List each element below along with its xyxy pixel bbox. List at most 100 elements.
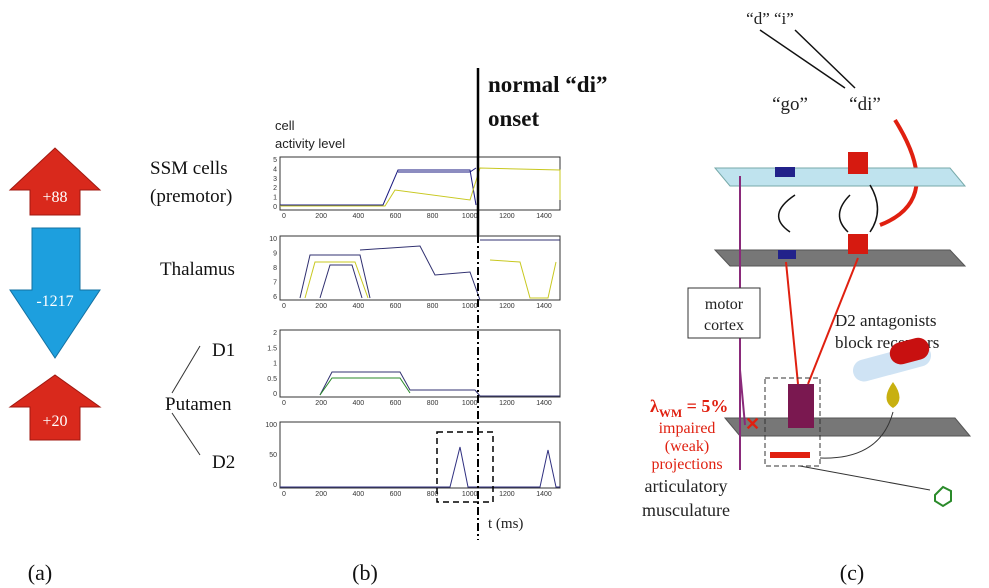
trace [280, 446, 560, 488]
caption: (c) [840, 560, 864, 585]
x-tick-label: 1200 [499, 303, 515, 310]
go-label: “go” [772, 94, 808, 115]
panel-b: 050100140012001000800600400200000.511.52… [150, 68, 607, 540]
input-label: “d” “i” [746, 9, 794, 28]
arrow [759, 29, 846, 89]
y-tick-label: 0 [273, 482, 277, 489]
x-tick-label: 800 [427, 491, 439, 498]
block-mark: ✕ [745, 414, 760, 434]
x-tick-label: 800 [427, 213, 439, 220]
panel-a: +88 -1217 +20 [8, 147, 102, 441]
x-tick-label: 0 [282, 491, 286, 498]
di-label: “di” [849, 94, 881, 115]
caption: (a) [28, 560, 52, 585]
lambda-value: = 5% [682, 396, 728, 416]
y-tick-label: 10 [269, 236, 277, 243]
row-label: D2 [212, 452, 235, 473]
lambda: λWM = 5% [650, 396, 728, 420]
axis-title: activity level [275, 136, 345, 151]
trace [299, 239, 560, 301]
x-tick-label: 200 [315, 213, 327, 220]
output-label: musculature [642, 500, 730, 520]
y-tick-label: 0 [273, 204, 277, 211]
box-label: cortex [704, 317, 744, 334]
dashed-box [764, 377, 821, 467]
x-tick-label: 200 [315, 400, 327, 407]
arrow [778, 184, 879, 233]
y-tick-label: 1 [273, 195, 277, 202]
pointer [799, 465, 931, 491]
drug-label: D2 antagonists [835, 311, 937, 330]
x-tick-label: 600 [390, 491, 402, 498]
impaired-label: projections [651, 456, 722, 473]
x-tick-label: 600 [390, 400, 402, 407]
highlight-box [436, 431, 494, 503]
label-box [687, 287, 761, 339]
y-tick-label: 5 [273, 157, 277, 164]
projection [807, 257, 859, 385]
x-tick-label: 800 [427, 303, 439, 310]
x-tick-label: 1000 [462, 400, 478, 407]
x-tick-label: 1400 [536, 303, 552, 310]
y-tick-label: 6 [273, 294, 277, 301]
arrow-label: +88 [42, 189, 67, 206]
row-label: Putamen [165, 394, 232, 415]
x-tick-label: 600 [390, 213, 402, 220]
unit [778, 250, 796, 259]
plot-frame [279, 421, 561, 489]
x-tick-label: 1000 [462, 303, 478, 310]
impaired-label: impaired [659, 420, 716, 437]
arrow [794, 29, 856, 89]
x-tick-label: 800 [427, 400, 439, 407]
x-tick-label: 400 [352, 491, 364, 498]
pill [889, 337, 930, 365]
trace [304, 259, 557, 299]
x-tick-label: 200 [315, 303, 327, 310]
output-label: articulatory [645, 476, 728, 496]
box-label: motor [705, 296, 744, 313]
y-tick-label: 1.5 [267, 345, 277, 352]
row-label: SSM cells [150, 158, 228, 179]
plate [713, 249, 967, 267]
unit [848, 152, 868, 174]
plot-frame [279, 156, 561, 211]
x-axis-title: t (ms) [488, 516, 523, 532]
y-tick-label: 9 [273, 251, 277, 258]
connector [171, 412, 201, 456]
unit [775, 167, 795, 177]
y-tick-label: 7 [273, 280, 277, 287]
y-tick-label: 0.5 [267, 376, 277, 383]
x-tick-label: 200 [315, 491, 327, 498]
x-tick-label: 1400 [536, 491, 552, 498]
y-tick-label: 2 [273, 185, 277, 192]
x-tick-label: 1000 [462, 213, 478, 220]
receptor [770, 452, 810, 458]
unit [788, 384, 814, 428]
arrow [819, 411, 894, 459]
trace [319, 371, 560, 397]
lambda-sub: WM [659, 406, 682, 420]
onset-title: normal “di” [488, 72, 607, 97]
y-tick-label: 3 [273, 176, 277, 183]
x-tick-label: 1000 [462, 491, 478, 498]
row-label: Thalamus [160, 259, 235, 280]
y-tick-label: 4 [273, 166, 277, 173]
caption: (b) [352, 560, 378, 585]
up-arrow [8, 374, 102, 441]
y-tick-label: 1 [273, 361, 277, 368]
unit [848, 234, 868, 254]
x-tick-label: 0 [282, 213, 286, 220]
molecule [934, 485, 952, 508]
x-tick-label: 1200 [499, 400, 515, 407]
arrow-label: +20 [42, 413, 67, 430]
plot-frame [279, 329, 561, 398]
up-arrow [8, 147, 102, 216]
drop [886, 382, 900, 408]
onset-title: onset [488, 106, 539, 131]
y-tick-label: 50 [269, 452, 277, 459]
x-tick-label: 400 [352, 400, 364, 407]
impaired-label: (weak) [665, 438, 709, 455]
x-tick-label: 1200 [499, 213, 515, 220]
panel-c: “d” “i” “go” “di” ✕ motor cortex D2 anta… [642, 9, 972, 520]
connector [171, 345, 201, 394]
